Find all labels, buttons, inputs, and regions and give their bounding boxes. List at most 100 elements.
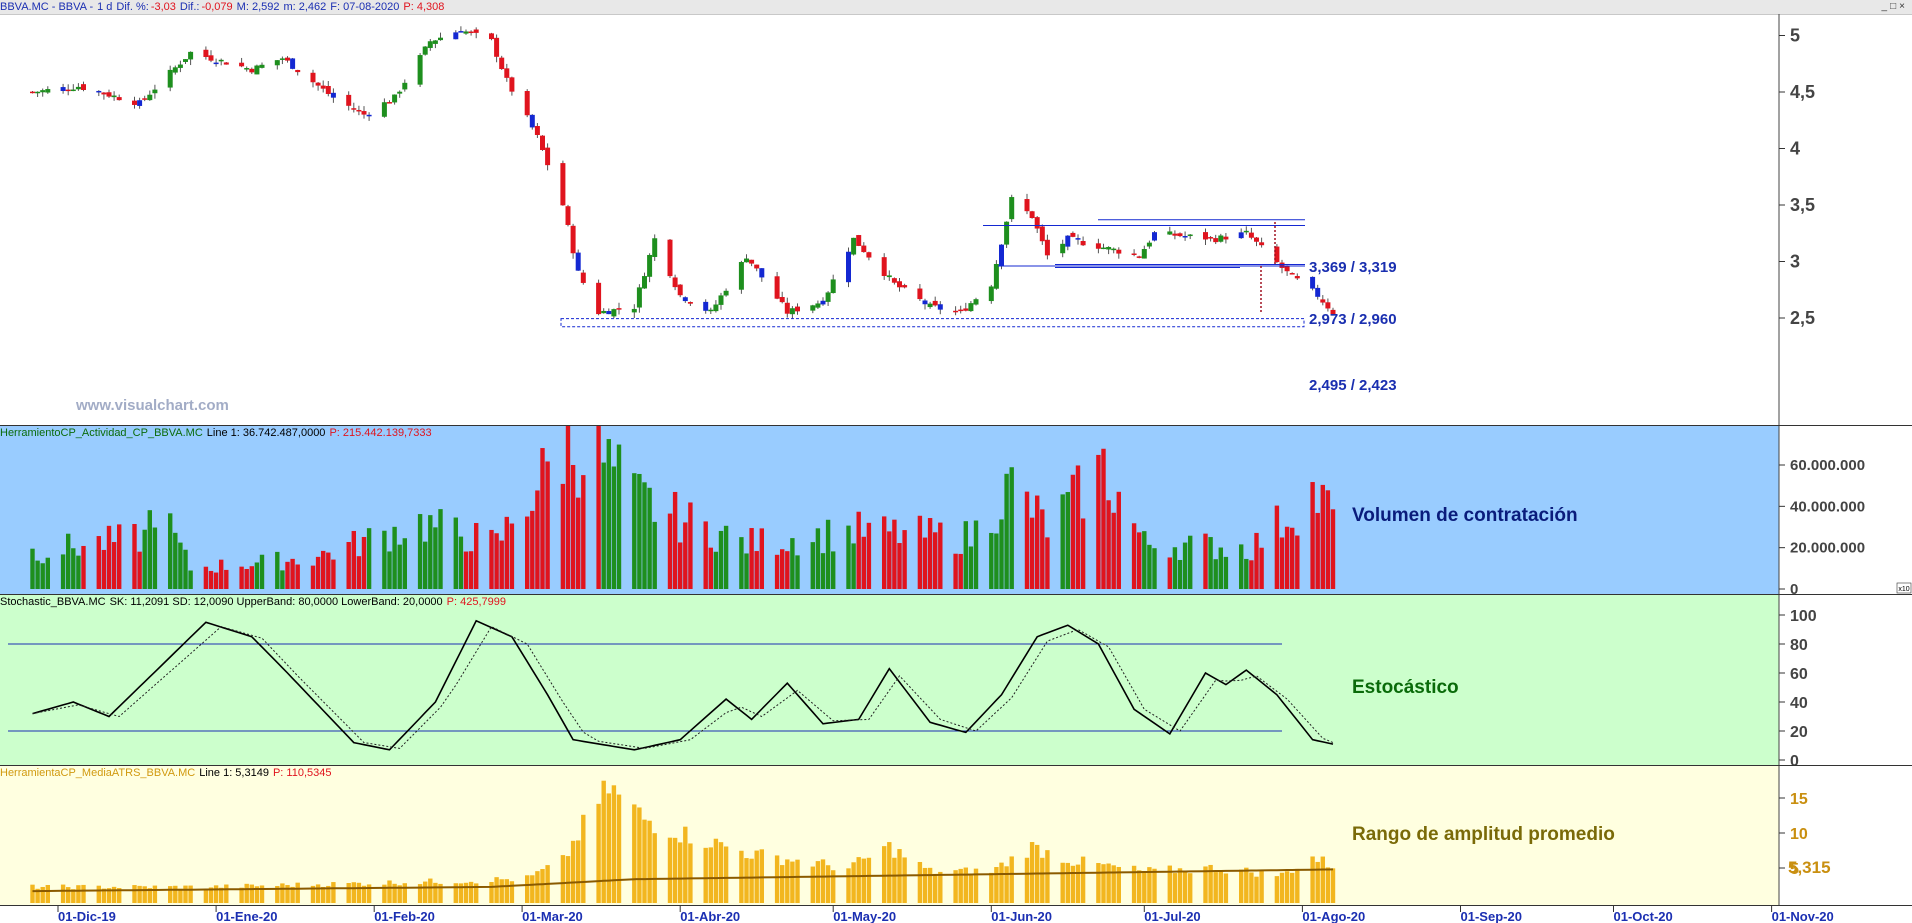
candle-body xyxy=(427,41,433,48)
atr-bar xyxy=(647,820,652,903)
volume-bar xyxy=(922,537,928,589)
candle-body xyxy=(902,285,908,288)
candle-body xyxy=(886,275,892,278)
candle-body xyxy=(468,31,474,34)
atr-bar xyxy=(1152,868,1157,903)
candle-body xyxy=(988,286,994,302)
volume-bar xyxy=(106,525,112,589)
candle-body xyxy=(1259,242,1265,246)
atr-panel: HerramientaCP_MediaATRS_BBVA.MC Line 1: 5… xyxy=(0,765,1912,906)
stochastic-tick-label: 40 xyxy=(1790,695,1808,712)
candle-body xyxy=(636,287,642,308)
atr-bar xyxy=(744,858,749,903)
x-tick-label: 01-Ene-20 xyxy=(216,909,277,923)
volume-bar xyxy=(438,509,443,589)
volume-bar xyxy=(902,530,907,589)
volume-bar xyxy=(795,555,800,589)
atr-bar xyxy=(1101,864,1106,903)
volume-bar xyxy=(213,572,219,589)
volume-bar xyxy=(989,532,994,589)
atr-bar xyxy=(530,875,535,903)
volume-bar xyxy=(71,548,76,589)
candle-body xyxy=(545,147,551,166)
stochastic-chart[interactable]: 100 80 60 40 20 0 xyxy=(0,595,1912,766)
atr-bar xyxy=(463,882,469,903)
volume-bar xyxy=(1290,527,1295,589)
atr-bar xyxy=(1147,867,1152,903)
volume-bar xyxy=(815,528,821,589)
candle-body xyxy=(1141,249,1147,259)
candle-body xyxy=(718,295,724,305)
atr-bar xyxy=(1142,870,1147,903)
candle-body xyxy=(774,276,780,299)
volume-bar xyxy=(76,555,81,589)
candle-body xyxy=(611,309,617,317)
atr-bar xyxy=(1096,863,1101,903)
atr-bar xyxy=(60,884,66,903)
atr-line-value: Line 1: 5,3149 xyxy=(199,767,269,779)
atr-bar xyxy=(423,881,428,903)
volume-bar xyxy=(1182,542,1188,589)
candle-body xyxy=(285,57,290,61)
candle-body xyxy=(784,302,790,314)
period-label: 1 d xyxy=(97,1,113,13)
candle-body xyxy=(606,311,612,315)
x-tick-label: 01-Sep-20 xyxy=(1461,909,1522,923)
price-panel: BBVA.MC - BBVA -1 d Dif. %: -3,03 Dif.: -0,0… xyxy=(0,0,1912,425)
atr-chart[interactable]: 15 10 5 5,315 xyxy=(0,766,1912,906)
window-buttons[interactable]: _□× xyxy=(1881,1,1908,12)
candle-body xyxy=(524,91,530,116)
candle-body xyxy=(458,31,464,33)
atr-bar xyxy=(718,842,724,903)
candle-body xyxy=(167,69,173,88)
atr-bar xyxy=(1182,871,1188,903)
volume-chart[interactable]: 60.000.000 40.000.000 20.000.000 0 x10 xyxy=(0,426,1912,595)
candle-body xyxy=(213,62,219,65)
volume-bar xyxy=(1060,494,1065,589)
atr-bar xyxy=(183,885,188,903)
candle-body xyxy=(35,91,41,94)
volume-bar xyxy=(1116,491,1121,589)
volume-bar xyxy=(178,542,183,589)
volume-bar xyxy=(45,557,50,589)
volume-bar xyxy=(117,524,122,589)
candle-body xyxy=(346,94,352,106)
volume-bar xyxy=(387,551,392,589)
volume-bar xyxy=(331,559,336,589)
candle-body xyxy=(183,59,188,62)
volume-bar xyxy=(887,531,892,589)
atr-bar xyxy=(1111,865,1116,903)
atr-bar xyxy=(1295,868,1300,903)
volume-bar xyxy=(1101,448,1106,589)
atr-tick-label: 5 xyxy=(1790,861,1799,878)
atr-bar xyxy=(560,855,566,903)
volume-bar xyxy=(897,543,902,589)
volume-bar xyxy=(280,570,285,589)
candle-body xyxy=(274,60,280,66)
candle-body xyxy=(723,290,729,296)
volume-bar xyxy=(96,536,101,589)
stochastic-tick-label: 0 xyxy=(1790,753,1799,766)
x-tick-label: 01-Ago-20 xyxy=(1302,909,1365,923)
candle-body xyxy=(1218,235,1224,242)
candle-body xyxy=(172,67,178,73)
volume-bar xyxy=(560,483,566,589)
volume-bar xyxy=(453,517,458,589)
atr-bar xyxy=(846,868,851,903)
atr-bar xyxy=(831,870,836,903)
volume-bar xyxy=(219,559,224,589)
candle-body xyxy=(387,102,392,104)
candle-body xyxy=(708,309,714,312)
year-marker: 2020 xyxy=(216,906,245,907)
atr-bar xyxy=(790,861,795,903)
volume-bar xyxy=(1259,547,1264,589)
volume-bar xyxy=(703,521,708,589)
price-chart[interactable]: 5 4,5 4 3,5 3 2,5 xyxy=(0,0,1912,425)
price-tick-label: 3 xyxy=(1790,252,1800,272)
atr-bar xyxy=(280,883,285,903)
volume-bar xyxy=(188,570,193,589)
candle-body xyxy=(438,37,443,41)
candle-body xyxy=(1136,256,1142,258)
atr-bar xyxy=(810,866,815,903)
atr-bar xyxy=(382,884,387,903)
